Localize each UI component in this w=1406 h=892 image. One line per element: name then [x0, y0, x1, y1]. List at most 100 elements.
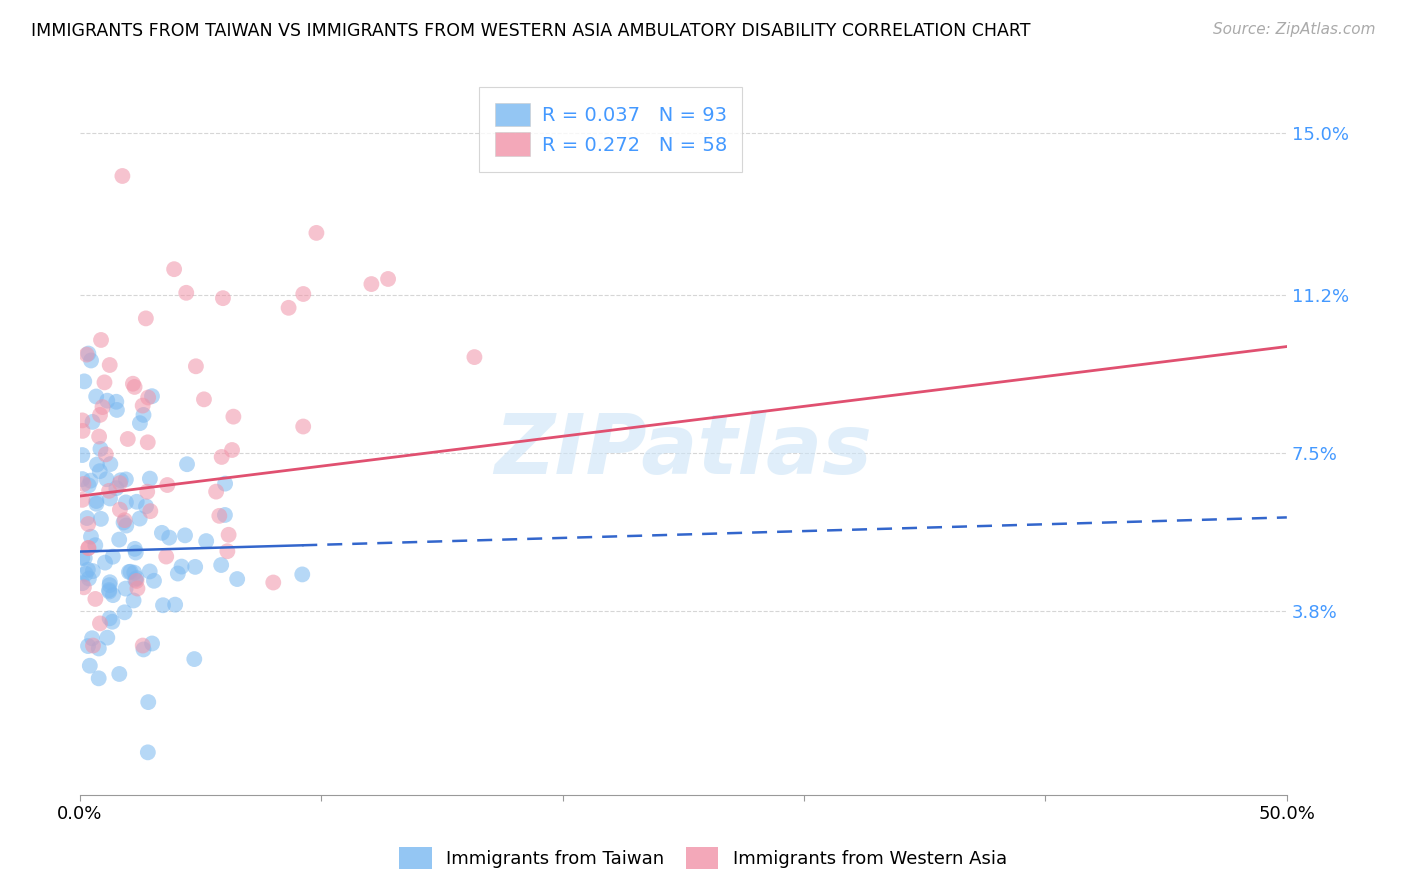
Point — [111, 169, 134, 183]
Point — [292, 419, 315, 434]
Point — [108, 502, 131, 516]
Point — [108, 533, 131, 547]
Point — [217, 544, 239, 558]
Point — [132, 408, 155, 422]
Point — [117, 432, 139, 446]
Point — [129, 416, 152, 430]
Point — [125, 545, 148, 559]
Point — [292, 287, 315, 301]
Point — [124, 566, 146, 580]
Text: ZIPatlas: ZIPatlas — [495, 410, 872, 491]
Point — [156, 478, 179, 492]
Point — [377, 272, 399, 286]
Point — [96, 472, 118, 486]
Point — [98, 611, 121, 625]
Point — [143, 574, 166, 588]
Point — [115, 472, 138, 486]
Point — [222, 409, 245, 424]
Point — [184, 560, 207, 574]
Point — [108, 667, 131, 681]
Point — [94, 556, 117, 570]
Point — [136, 484, 159, 499]
Point — [96, 631, 118, 645]
Text: IMMIGRANTS FROM TAIWAN VS IMMIGRANTS FROM WESTERN ASIA AMBULATORY DISABILITY COR: IMMIGRANTS FROM TAIWAN VS IMMIGRANTS FRO… — [31, 22, 1031, 40]
Point — [132, 642, 155, 657]
Point — [77, 639, 100, 653]
Text: Source: ZipAtlas.com: Source: ZipAtlas.com — [1212, 22, 1375, 37]
Point — [73, 551, 96, 566]
Point — [170, 559, 193, 574]
Point — [98, 578, 121, 592]
Point — [76, 511, 98, 525]
Point — [98, 583, 121, 598]
Point — [72, 448, 94, 462]
Point — [76, 348, 98, 362]
Point — [114, 605, 136, 619]
Point — [152, 599, 174, 613]
Point — [360, 277, 382, 291]
Point — [77, 541, 100, 555]
Point — [277, 301, 299, 315]
Point — [183, 652, 205, 666]
Point — [86, 494, 108, 508]
Point — [89, 442, 111, 456]
Point — [214, 508, 236, 522]
Point — [115, 518, 138, 533]
Point — [208, 508, 231, 523]
Point — [98, 483, 121, 498]
Legend: Immigrants from Taiwan, Immigrants from Western Asia: Immigrants from Taiwan, Immigrants from … — [389, 838, 1017, 879]
Point — [89, 408, 111, 422]
Point — [128, 511, 150, 525]
Point — [94, 447, 117, 461]
Point — [176, 457, 198, 471]
Point — [77, 346, 100, 360]
Point — [122, 593, 145, 607]
Point — [73, 375, 96, 389]
Point — [96, 393, 118, 408]
Point — [150, 525, 173, 540]
Point — [463, 350, 485, 364]
Point — [98, 457, 121, 471]
Point — [211, 450, 233, 464]
Point — [76, 563, 98, 577]
Point — [115, 495, 138, 509]
Point — [110, 473, 132, 487]
Legend: R = 0.037   N = 93, R = 0.272   N = 58: R = 0.037 N = 93, R = 0.272 N = 58 — [479, 87, 742, 171]
Point — [135, 311, 157, 326]
Point — [135, 500, 157, 514]
Point — [136, 391, 159, 405]
Point — [84, 591, 107, 606]
Point — [120, 565, 142, 579]
Point — [98, 584, 121, 599]
Point — [184, 359, 207, 374]
Point — [101, 549, 124, 564]
Point — [77, 572, 100, 586]
Point — [157, 531, 180, 545]
Point — [174, 285, 197, 300]
Point — [114, 582, 136, 596]
Point — [139, 472, 162, 486]
Point — [262, 575, 284, 590]
Point — [163, 262, 186, 277]
Point — [114, 513, 136, 527]
Point — [86, 458, 108, 472]
Point — [124, 380, 146, 394]
Point — [193, 392, 215, 407]
Point — [79, 474, 101, 488]
Point — [122, 376, 145, 391]
Point — [77, 541, 100, 556]
Point — [101, 615, 124, 629]
Point — [93, 376, 115, 390]
Point — [91, 400, 114, 414]
Point — [124, 541, 146, 556]
Point — [90, 333, 112, 347]
Point — [72, 551, 94, 566]
Point — [291, 567, 314, 582]
Point — [131, 399, 153, 413]
Point — [136, 745, 159, 759]
Point — [136, 435, 159, 450]
Point — [72, 477, 94, 491]
Point — [138, 565, 160, 579]
Point — [139, 504, 162, 518]
Point — [136, 695, 159, 709]
